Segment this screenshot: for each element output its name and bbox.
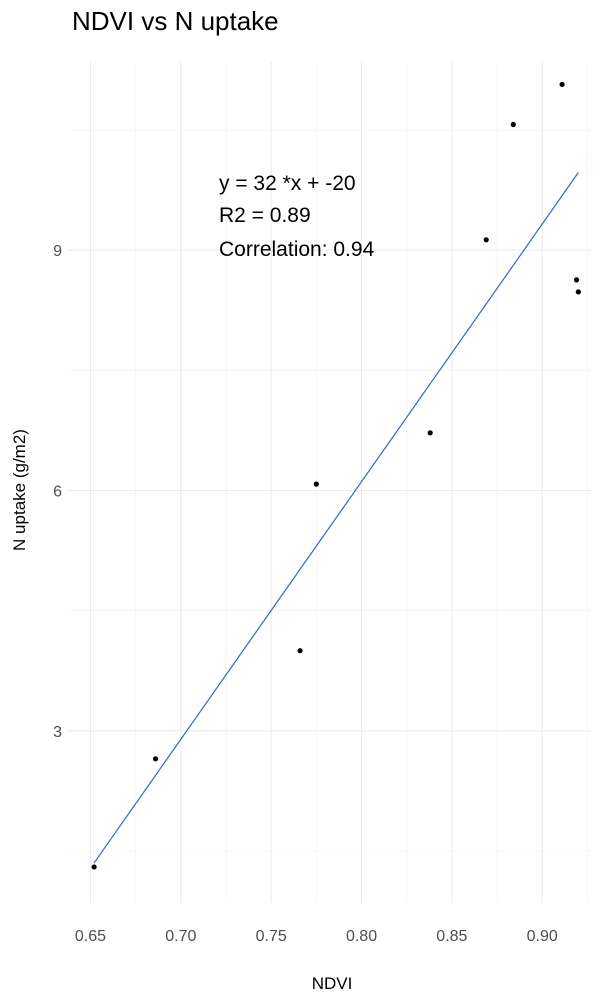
- chart-title: NDVI vs N uptake: [72, 6, 279, 36]
- x-tick-label: 0.70: [165, 928, 196, 945]
- y-tick-label: 6: [53, 484, 62, 501]
- data-point: [483, 237, 489, 243]
- x-tick-label: 0.85: [436, 928, 467, 945]
- y-tick-label: 9: [53, 243, 62, 260]
- data-point: [91, 864, 97, 870]
- x-axis-ticks: 0.65 0.70 0.75 0.80 0.85 0.90: [75, 928, 558, 945]
- minor-gridlines: [67, 62, 591, 903]
- y-axis-ticks: 3 6 9: [53, 243, 62, 741]
- annotation-correlation: Correlation: 0.94: [219, 238, 375, 261]
- data-point: [575, 289, 581, 295]
- x-tick-label: 0.65: [75, 928, 106, 945]
- data-point: [559, 81, 565, 88]
- x-tick-label: 0.80: [346, 928, 377, 945]
- data-point: [152, 756, 159, 762]
- data-point: [573, 277, 580, 283]
- regression-line: [93, 172, 579, 864]
- annotation-equation: y = 32 *x + -20: [219, 172, 356, 195]
- data-point: [510, 121, 516, 128]
- regression-line-layer: [93, 172, 579, 864]
- data-point: [297, 648, 303, 654]
- y-axis-label: N uptake (g/m2): [10, 429, 29, 551]
- data-point: [427, 430, 433, 436]
- y-tick-label: 3: [53, 724, 62, 741]
- x-tick-label: 0.75: [256, 928, 287, 945]
- data-points: [91, 81, 581, 870]
- x-tick-label: 0.90: [527, 928, 558, 945]
- equation-annotation: y = 32 *x + -20 R2 = 0.89 Correlation: 0…: [219, 172, 375, 261]
- data-point: [313, 481, 319, 487]
- x-axis-label: NDVI: [312, 974, 353, 993]
- annotation-r2: R2 = 0.89: [219, 204, 311, 227]
